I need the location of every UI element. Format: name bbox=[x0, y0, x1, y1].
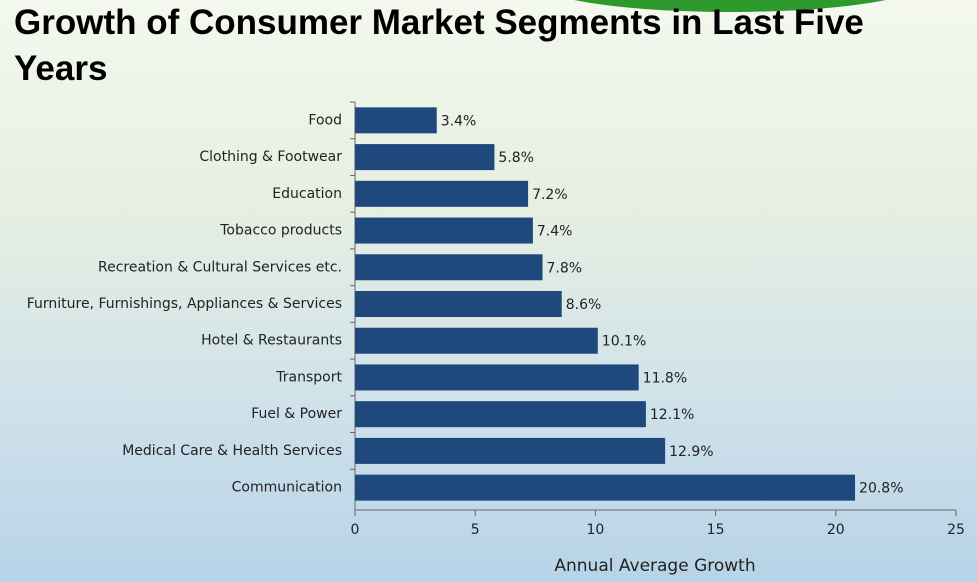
value-label: 8.6% bbox=[566, 297, 602, 313]
y-tick-label: Food bbox=[308, 112, 342, 128]
bar bbox=[355, 107, 437, 134]
x-tick-label: 20 bbox=[827, 522, 845, 538]
bar bbox=[355, 364, 639, 391]
bar bbox=[355, 437, 666, 464]
y-tick-label: Hotel & Restaurants bbox=[201, 333, 342, 349]
x-axis-label: Annual Average Growth bbox=[554, 556, 755, 576]
value-label: 3.4% bbox=[441, 113, 477, 129]
value-label: 20.8% bbox=[859, 481, 903, 497]
y-tick-label: Medical Care & Health Services bbox=[122, 443, 342, 459]
bar bbox=[355, 254, 543, 281]
y-tick-label: Education bbox=[272, 186, 342, 202]
bar bbox=[355, 327, 598, 354]
x-tick-label: 5 bbox=[471, 522, 480, 538]
bar bbox=[355, 217, 533, 244]
chart-title: Growth of Consumer Market Segments in La… bbox=[14, 3, 864, 88]
x-tick-label: 0 bbox=[351, 522, 360, 538]
value-label: 10.1% bbox=[602, 334, 646, 350]
bar bbox=[355, 401, 646, 428]
value-label: 5.8% bbox=[498, 150, 534, 166]
x-tick-label: 25 bbox=[947, 522, 965, 538]
y-tick-label: Communication bbox=[232, 480, 342, 496]
value-label: 7.8% bbox=[547, 260, 583, 276]
value-label: 7.4% bbox=[537, 224, 573, 240]
x-tick-label: 10 bbox=[586, 522, 604, 538]
y-tick-label: Transport bbox=[275, 369, 342, 385]
decoration bbox=[573, 0, 887, 12]
y-tick-label: Tobacco products bbox=[219, 223, 342, 239]
bar bbox=[355, 144, 495, 171]
value-label: 7.2% bbox=[532, 187, 568, 203]
value-label: 11.8% bbox=[643, 370, 687, 386]
bar bbox=[355, 180, 529, 207]
value-label: 12.1% bbox=[650, 407, 694, 423]
bar bbox=[355, 474, 856, 501]
y-tick-label: Clothing & Footwear bbox=[199, 149, 342, 165]
y-tick-label: Fuel & Power bbox=[251, 406, 342, 422]
bar bbox=[355, 291, 562, 317]
y-tick-label: Furniture, Furnishings, Appliances & Ser… bbox=[27, 296, 342, 312]
value-label: 12.9% bbox=[669, 444, 713, 460]
y-tick-label: Recreation & Cultural Services etc. bbox=[98, 259, 342, 275]
x-tick-label: 15 bbox=[707, 522, 725, 538]
